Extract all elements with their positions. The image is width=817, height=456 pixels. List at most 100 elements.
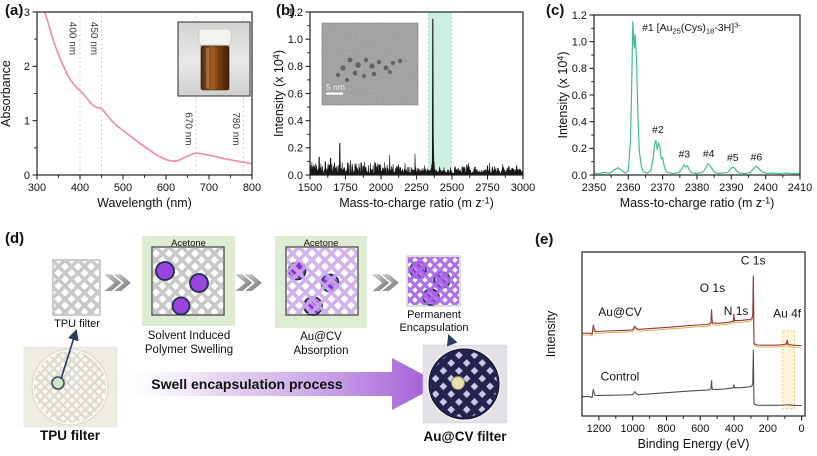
svg-text:0.6: 0.6 <box>572 90 587 102</box>
svg-text:600: 600 <box>157 182 175 194</box>
nanocluster-circles <box>155 261 209 316</box>
svg-text:2360: 2360 <box>616 182 640 194</box>
svg-text:Au 4f: Au 4f <box>773 307 802 321</box>
svg-text:780 nm: 780 nm <box>230 112 241 145</box>
vial-cap <box>198 28 232 46</box>
tpu-photo-label: TPU filter <box>39 428 100 443</box>
sample-spot <box>51 376 65 390</box>
svg-text:2250: 2250 <box>404 182 428 194</box>
svg-text:2500: 2500 <box>440 182 464 194</box>
svg-text:2: 2 <box>24 61 30 73</box>
vial-photo-inset <box>177 21 251 97</box>
svg-text:0.0: 0.0 <box>572 170 587 182</box>
svg-text:0.6: 0.6 <box>288 88 303 100</box>
aucv-filter-photo <box>422 344 508 424</box>
svg-text:1000: 1000 <box>620 423 644 435</box>
svg-text:0.8: 0.8 <box>572 63 587 75</box>
svg-text:600: 600 <box>691 423 709 435</box>
acetone-label-1: Acetone <box>171 238 206 249</box>
svg-text:400: 400 <box>725 423 743 435</box>
svg-text:0.0: 0.0 <box>288 170 303 182</box>
svg-text:#6: #6 <box>751 151 763 163</box>
tpu-filter-photo <box>23 346 118 428</box>
panel-e-label: (e) <box>535 231 554 248</box>
tpu-square-label: TPU filter <box>54 318 100 330</box>
svg-text:0: 0 <box>799 423 805 435</box>
tem-scalebar <box>326 92 343 95</box>
svg-text:400 nm: 400 nm <box>67 22 78 55</box>
svg-text:Mass-to-charge ratio (m z-1): Mass-to-charge ratio (m z-1) <box>620 196 775 210</box>
svg-text:700: 700 <box>200 182 218 194</box>
svg-text:#1 [Au25(Cys)18-3H]3-: #1 [Au25(Cys)18-3H]3- <box>642 21 741 36</box>
svg-text:2000: 2000 <box>369 182 393 194</box>
svg-text:1.0: 1.0 <box>288 34 303 46</box>
svg-text:1750: 1750 <box>333 182 357 194</box>
svg-text:0.4: 0.4 <box>288 115 303 127</box>
svg-text:450 nm: 450 nm <box>88 22 99 55</box>
svg-text:#5: #5 <box>727 152 739 164</box>
chevron-arrow-1-icon <box>104 274 131 291</box>
svg-text:#2: #2 <box>652 124 664 136</box>
callout-arrow-tpu <box>60 328 79 380</box>
encapsulated-circles <box>287 261 340 316</box>
svg-text:0: 0 <box>24 170 30 182</box>
callout-arrow-aucv <box>446 334 458 347</box>
aucv-absorption-box <box>275 236 367 328</box>
gold-spot <box>451 376 465 390</box>
svg-text:1200: 1200 <box>587 423 611 435</box>
panel-b-label: (b) <box>276 2 296 19</box>
solvent-swelling-box <box>142 236 235 326</box>
panel-a-label: (a) <box>5 2 24 19</box>
nanocluster-dots <box>335 57 403 82</box>
chevron-arrow-3-icon <box>372 274 399 291</box>
svg-text:Intensity (x 104): Intensity (x 104) <box>556 51 570 138</box>
svg-text:2750: 2750 <box>475 182 499 194</box>
panel-d-label: (d) <box>5 230 25 247</box>
svg-text:Intensity (x 104): Intensity (x 104) <box>272 50 286 137</box>
tpu-filter-square <box>52 259 101 316</box>
svg-text:3: 3 <box>24 7 30 19</box>
svg-text:3000: 3000 <box>511 182 535 194</box>
svg-text:500: 500 <box>114 182 132 194</box>
svg-text:Intensity: Intensity <box>544 310 558 357</box>
vial-body <box>200 45 230 91</box>
svg-text:1: 1 <box>24 115 30 127</box>
tem-scalebar-label: 5 nm <box>326 82 345 92</box>
step3-caption: Au@CV Absorption <box>293 331 349 357</box>
svg-text:2410: 2410 <box>788 182 812 194</box>
svg-text:800: 800 <box>657 423 675 435</box>
svg-text:1.2: 1.2 <box>572 10 587 22</box>
svg-text:C 1s: C 1s <box>741 253 766 267</box>
step4-caption: Permanent Encapsulation <box>399 309 469 334</box>
svg-text:Binding Energy (eV): Binding Energy (eV) <box>638 437 750 451</box>
svg-text:Control: Control <box>601 370 640 384</box>
process-arrow-label: Swell encapsulation process <box>151 376 343 392</box>
svg-text:O 1s: O 1s <box>700 281 725 295</box>
svg-text:N 1s: N 1s <box>724 304 749 318</box>
svg-text:2370: 2370 <box>650 182 674 194</box>
svg-text:Absorbance: Absorbance <box>0 60 13 127</box>
svg-text:400: 400 <box>71 182 89 194</box>
tem-inset: 5 nm <box>321 22 419 106</box>
panel-c-label: (c) <box>546 2 565 19</box>
svg-text:2390: 2390 <box>719 182 743 194</box>
permanent-encapsulation-square <box>406 255 461 307</box>
step2-caption: Solvent Induced Polymer Swelling <box>144 330 234 356</box>
svg-text:0.4: 0.4 <box>572 116 587 128</box>
svg-text:800: 800 <box>243 182 261 194</box>
svg-text:0.8: 0.8 <box>288 61 303 73</box>
svg-text:200: 200 <box>759 423 777 435</box>
svg-text:#3: #3 <box>678 149 690 161</box>
svg-text:Mass-to-charge ratio (m z-1): Mass-to-charge ratio (m z-1) <box>339 196 494 210</box>
svg-text:1.0: 1.0 <box>572 36 587 48</box>
svg-text:2350: 2350 <box>582 182 606 194</box>
svg-text:#4: #4 <box>703 148 715 160</box>
svg-text:Wavelength (nm): Wavelength (nm) <box>97 196 192 210</box>
acetone-label-2: Acetone <box>303 238 339 249</box>
